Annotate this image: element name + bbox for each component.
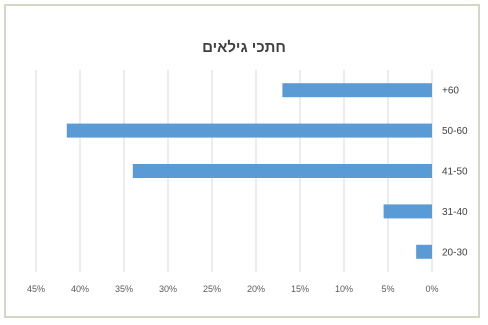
category-label: 41-50 xyxy=(442,167,468,178)
x-tick-label: 5% xyxy=(381,284,394,294)
bar xyxy=(383,204,432,219)
x-tick-label: 15% xyxy=(291,284,309,294)
x-tick-label: 0% xyxy=(425,284,438,294)
bar xyxy=(282,83,432,98)
x-tick-label: 20% xyxy=(247,284,265,294)
category-label: 31-40 xyxy=(442,207,468,218)
bar xyxy=(66,123,433,138)
category-label: +60 xyxy=(442,86,459,97)
chart-frame xyxy=(4,4,480,318)
x-tick-label: 45% xyxy=(27,284,45,294)
x-tick-label: 30% xyxy=(159,284,177,294)
category-label: 50-60 xyxy=(442,126,468,137)
x-tick-label: 10% xyxy=(335,284,353,294)
bar xyxy=(416,244,432,259)
x-tick-label: 40% xyxy=(71,284,89,294)
chart-title: חתכי גילאים xyxy=(202,39,286,56)
bar xyxy=(132,164,433,178)
category-labels: +60 50-60 41-50 31-40 20-30 xyxy=(442,86,468,259)
x-tick-labels: 45% 40% 35% 30% 25% 20% 15% 10% 5% 0% xyxy=(27,284,439,294)
x-tick-label: 35% xyxy=(115,284,133,294)
x-tick-label: 25% xyxy=(203,284,221,294)
category-label: 20-30 xyxy=(442,247,468,258)
bars xyxy=(66,83,433,259)
